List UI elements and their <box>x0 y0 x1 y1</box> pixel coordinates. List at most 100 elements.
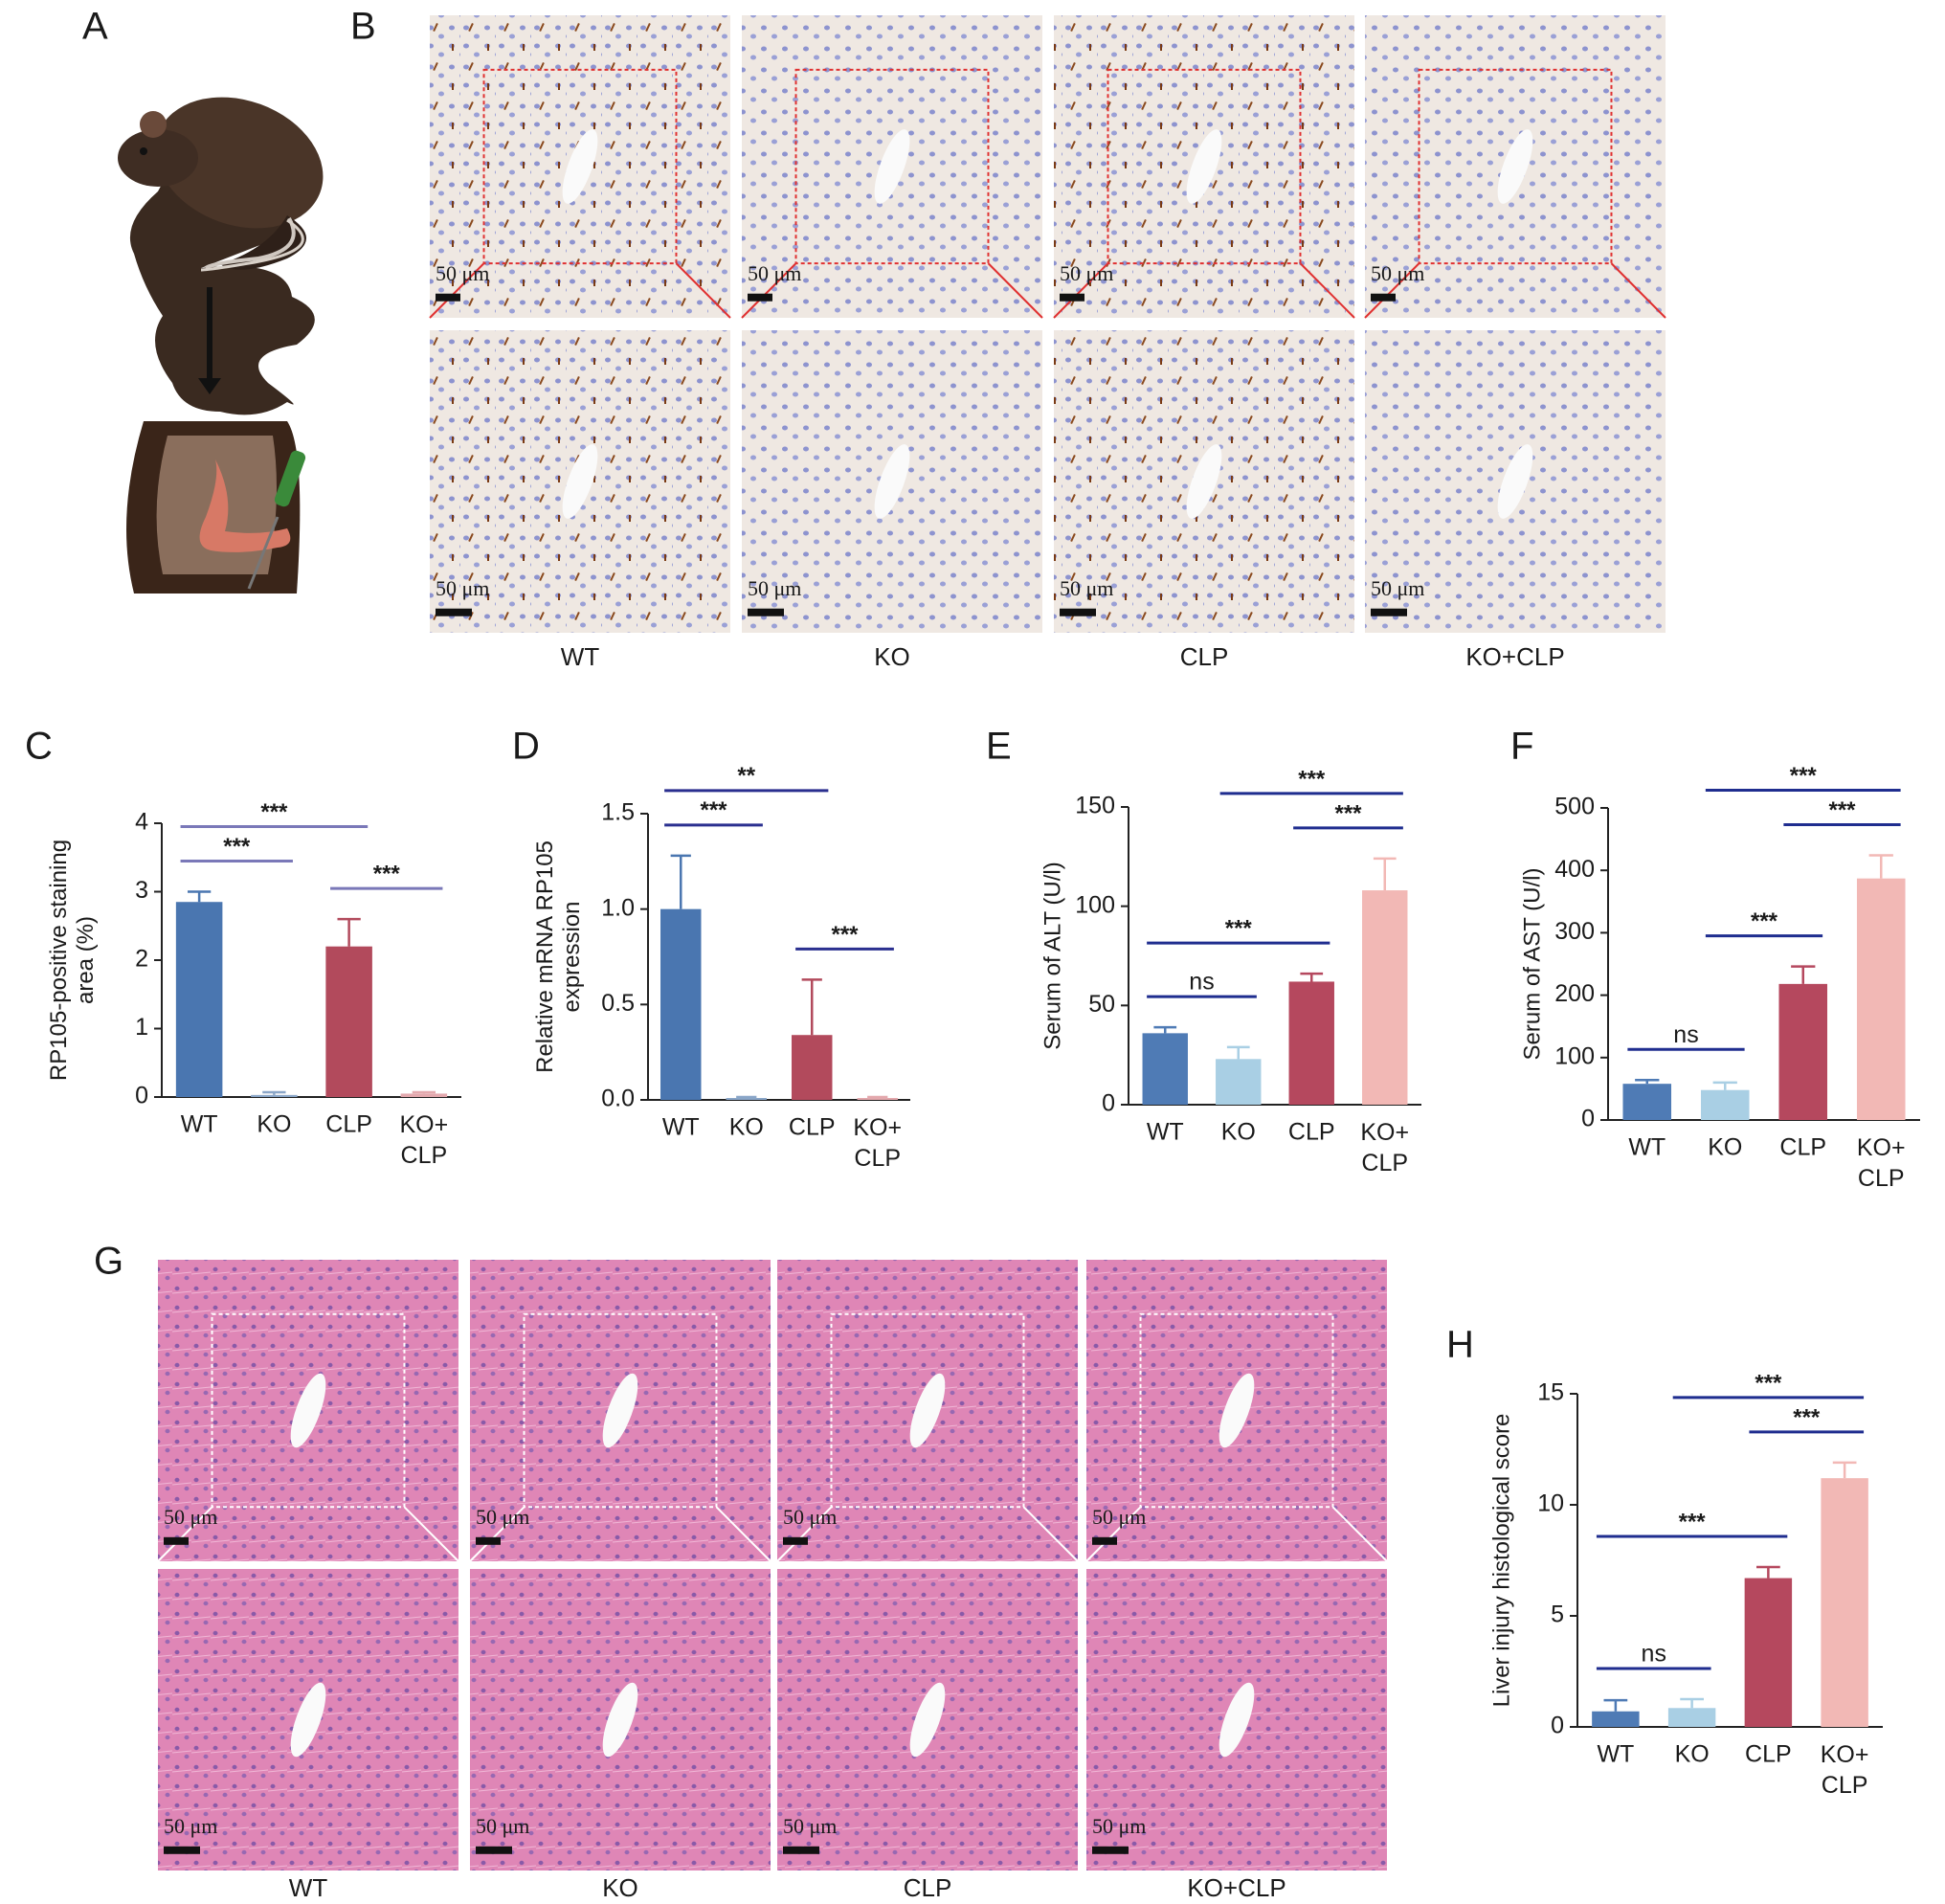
y-tick-label: 0.5 <box>601 990 635 1017</box>
scale-bar-label: 50 μm <box>1092 1505 1146 1529</box>
zoom-line <box>1053 262 1109 319</box>
y-tick-label: 400 <box>1554 856 1595 883</box>
x-tick-label: KO+ CLP <box>853 1114 902 1172</box>
x-tick-label: KO <box>1675 1741 1710 1768</box>
zoom-line <box>1299 262 1355 319</box>
zoom-box <box>794 68 990 265</box>
zoom-box <box>482 68 678 265</box>
x-tick-label: CLP <box>1745 1741 1792 1768</box>
error-bar <box>262 1090 286 1095</box>
y-tick-label: 50 <box>1088 991 1115 1018</box>
bar <box>1362 890 1408 1105</box>
vessel <box>1218 1682 1255 1758</box>
group-label: CLP <box>904 1873 952 1902</box>
bar <box>1622 1084 1672 1120</box>
zoom-line <box>1364 262 1420 319</box>
significance-label: *** <box>1225 916 1253 942</box>
y-axis-label: Relative mRNA RP105expression <box>532 840 585 1073</box>
error-bar <box>1635 1079 1660 1085</box>
significance-label: *** <box>1755 1370 1782 1396</box>
panel-label: F <box>1510 726 1533 768</box>
x-tick-label: KO <box>257 1111 291 1138</box>
x-tick-label: CLP <box>325 1111 372 1138</box>
error-bar <box>1300 972 1324 982</box>
error-bar <box>1680 1697 1704 1709</box>
group-label: CLP <box>1180 642 1229 671</box>
significance-label: *** <box>373 861 401 886</box>
error-bar <box>1153 1025 1177 1034</box>
significance-label: ns <box>1642 1641 1666 1668</box>
error-bar <box>867 1095 888 1099</box>
scale-bar-label: 50 μm <box>1060 261 1113 285</box>
zoom-box <box>1139 1312 1334 1509</box>
y-tick-label: 1 <box>135 1014 148 1041</box>
zoom-box <box>211 1312 406 1509</box>
error-bar <box>736 1095 757 1099</box>
significance-label: ns <box>1673 1021 1698 1048</box>
y-axis-label: Liver injury histological score <box>1488 1414 1514 1708</box>
y-tick-label: 200 <box>1554 980 1595 1007</box>
error-bar <box>670 854 691 909</box>
zoom-box <box>523 1312 718 1509</box>
scale-bar-label: 50 μm <box>1060 576 1113 600</box>
significance-label: *** <box>1790 763 1818 789</box>
x-tick-label: KO+ CLP <box>1821 1741 1869 1799</box>
scale-bar-label: 50 μm <box>748 576 801 600</box>
y-tick-label: 1.0 <box>601 894 635 921</box>
bar <box>400 1093 448 1097</box>
vessel <box>909 1682 946 1758</box>
scale-bar <box>783 1536 808 1545</box>
group-label: KO+CLP <box>1465 642 1564 671</box>
scale-bar-label: 50 μm <box>1371 261 1424 285</box>
x-tick-label: KO <box>729 1114 764 1141</box>
y-tick-label: 0 <box>1551 1713 1564 1739</box>
vessel <box>1186 444 1222 519</box>
scale-bar <box>1092 1536 1117 1545</box>
y-axis-label: Serum of ALT (U/l) <box>1040 862 1065 1050</box>
significance-label: ** <box>737 763 755 789</box>
zoom-line <box>675 262 731 319</box>
panel-label: A <box>82 6 108 48</box>
error-bar <box>1603 1698 1628 1712</box>
zoom-box <box>830 1312 1025 1509</box>
group-label: KO <box>602 1873 638 1902</box>
error-bar <box>1832 1461 1857 1479</box>
scale-bar-label: 50 μm <box>783 1505 837 1529</box>
bar <box>1856 878 1906 1120</box>
zoom-line <box>987 262 1043 319</box>
bar <box>792 1035 833 1100</box>
panel-label: C <box>25 726 53 768</box>
vessel <box>1497 444 1533 519</box>
y-tick-label: 4 <box>135 809 148 836</box>
error-bar <box>1791 965 1816 984</box>
bar <box>251 1094 298 1097</box>
zoom-line <box>429 262 485 319</box>
vessel <box>562 444 598 519</box>
x-tick-label: WT <box>181 1111 218 1138</box>
y-tick-label: 500 <box>1554 794 1595 820</box>
scale-bar-label: 50 μm <box>476 1814 529 1838</box>
y-tick-label: 0 <box>135 1083 148 1109</box>
y-tick-label: 0 <box>1102 1090 1115 1117</box>
surgery-illustration <box>126 421 306 594</box>
error-bar <box>1868 854 1893 879</box>
vessel <box>290 1682 326 1758</box>
scale-bar <box>436 608 472 616</box>
scale-bar <box>476 1846 512 1854</box>
x-tick-label: KO+ CLP <box>1857 1134 1906 1192</box>
y-tick-label: 1.5 <box>601 799 635 826</box>
zoom-line <box>1022 1506 1079 1562</box>
scale-bar-label: 50 μm <box>436 261 489 285</box>
scale-bar <box>1060 608 1096 616</box>
zoom-line <box>1085 1506 1142 1562</box>
scale-bar-label: 50 μm <box>476 1505 529 1529</box>
error-bar <box>1712 1081 1737 1090</box>
panel-label: B <box>350 6 376 48</box>
scale-bar <box>1060 293 1084 302</box>
bar <box>1667 1708 1716 1727</box>
scale-bar-label: 50 μm <box>748 261 801 285</box>
vessel <box>1497 129 1533 204</box>
bar <box>1744 1578 1793 1727</box>
error-bar <box>801 978 822 1036</box>
vessel <box>909 1373 946 1448</box>
